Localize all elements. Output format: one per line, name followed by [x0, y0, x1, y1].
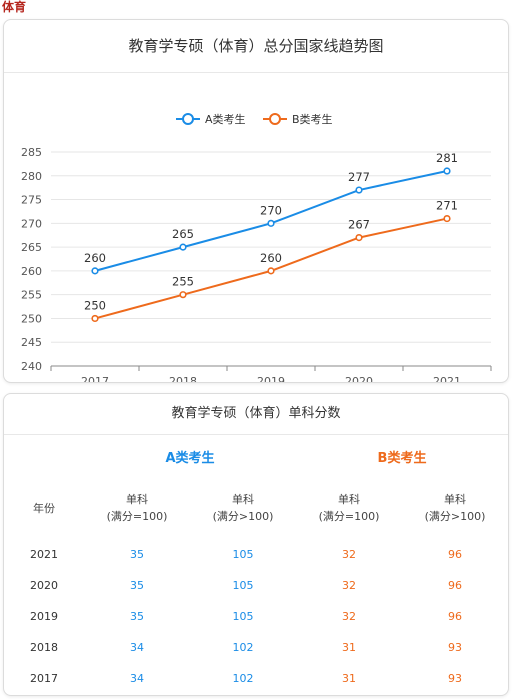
- cell-year: 2019: [30, 610, 58, 623]
- table-row: 2021 35 105 32 96: [4, 539, 508, 570]
- group-b-label: B类考生: [377, 450, 427, 466]
- data-point: [267, 219, 275, 227]
- data-label: 250: [84, 298, 106, 312]
- data-label: 281: [436, 151, 458, 165]
- y-tick-label: 270: [21, 217, 42, 230]
- page-category-tag: 体育: [2, 0, 27, 14]
- data-point: [355, 186, 363, 194]
- data-point: [443, 214, 451, 223]
- cell-year: 2018: [30, 641, 58, 654]
- column-header-row: 年份 单科 (满分=100) 单科 (满分>100) 单科 (满分=100) 单科 (满分>10…: [4, 477, 508, 539]
- cell-b-score: 96: [448, 548, 462, 561]
- group-spacer: [4, 435, 84, 477]
- group-a-label: A类考生: [165, 450, 215, 466]
- data-label: 260: [84, 251, 106, 265]
- cell-b-score: 32: [342, 548, 356, 561]
- y-tick-label: 280: [21, 170, 42, 183]
- chart-card: 教育学专硕（体育）总分国家线趋势图 240 245 250 255 260 265 270 2…: [3, 19, 509, 383]
- cell-b-score: 32: [342, 610, 356, 623]
- y-tick-label: 285: [21, 146, 42, 159]
- data-label: 260: [260, 251, 282, 265]
- cell-a-score: 105: [232, 610, 254, 623]
- cell-a-score: 105: [232, 548, 254, 561]
- cell-year: 2017: [30, 672, 58, 685]
- group-header-row: A类考生 B类考生: [4, 435, 508, 477]
- score-table: A类考生 B类考生 年份 单科 (满分=100) 单科 (满分>100) 单科 (满分=10…: [4, 435, 508, 694]
- table-row: 2018 34 102 31 93: [4, 632, 508, 663]
- data-point: [91, 267, 99, 275]
- y-tick-label: 265: [21, 241, 42, 254]
- cell-b-score: 31: [342, 641, 356, 654]
- header-single-subject: 单科 (满分=100): [106, 493, 168, 523]
- data-label: 271: [436, 199, 458, 213]
- cell-a-score: 105: [232, 579, 254, 592]
- cell-a-score: 34: [130, 672, 144, 685]
- legend-marker-b: [269, 113, 281, 125]
- cell-b-score: 96: [448, 579, 462, 592]
- table-row: 2019 35 105 32 96: [4, 601, 508, 632]
- table-row: 2017 34 102 31 93: [4, 663, 508, 694]
- y-tick-label: 255: [21, 289, 42, 302]
- legend-label-b: B类考生: [292, 112, 333, 126]
- cell-b-score: 31: [342, 672, 356, 685]
- cell-a-score: 35: [130, 548, 144, 561]
- header-year: 年份: [33, 501, 55, 515]
- x-tick-label: 2017: [81, 375, 109, 382]
- header-single-subject: 单科 (满分=100): [318, 493, 380, 523]
- table-card: 教育学专硕（体育）单科分数 A类考生 B类考生 年份 单科 (满分=100) 单科 (满…: [3, 393, 509, 696]
- y-tick-label: 240: [21, 360, 42, 373]
- cell-year: 2020: [30, 579, 58, 592]
- chart-title: 教育学专硕（体育）总分国家线趋势图: [4, 20, 508, 73]
- cell-a-score: 35: [130, 610, 144, 623]
- x-tick-label: 2018: [169, 375, 197, 382]
- y-tick-label: 245: [21, 336, 42, 349]
- data-point: [267, 267, 275, 275]
- cell-b-score: 93: [448, 672, 462, 685]
- x-tick-label: 2019: [257, 375, 285, 382]
- data-label: 265: [172, 227, 194, 241]
- data-point: [91, 314, 99, 323]
- data-label: 267: [348, 218, 370, 232]
- data-point: [179, 243, 187, 251]
- cell-year: 2021: [30, 548, 58, 561]
- data-point: [179, 291, 187, 299]
- y-tick-label: 260: [21, 265, 42, 278]
- cell-b-score: 96: [448, 610, 462, 623]
- line-chart: 240 245 250 255 260 265 270 275 280 285 2017 2018 20…: [21, 112, 492, 382]
- cell-b-score: 93: [448, 641, 462, 654]
- table-title: 教育学专硕（体育）单科分数: [4, 394, 508, 435]
- data-label: 277: [348, 170, 370, 184]
- table-row: 2020 35 105 32 96: [4, 570, 508, 601]
- header-single-subject: 单科 (满分>100): [212, 493, 274, 523]
- data-label: 255: [172, 275, 194, 289]
- cell-a-score: 34: [130, 641, 144, 654]
- x-tick-label: 2021: [433, 375, 461, 382]
- cell-a-score: 102: [232, 672, 254, 685]
- cell-a-score: 35: [130, 579, 144, 592]
- data-point: [443, 167, 451, 175]
- x-tick-label: 2020: [345, 375, 373, 382]
- legend-label-a: A类考生: [205, 112, 246, 126]
- cell-a-score: 102: [232, 641, 254, 654]
- y-tick-label: 250: [21, 312, 42, 325]
- legend-marker-a: [182, 113, 194, 125]
- y-tick-label: 275: [21, 194, 42, 207]
- data-label: 270: [260, 203, 282, 217]
- cell-b-score: 32: [342, 579, 356, 592]
- header-single-subject: 单科 (满分>100): [424, 493, 486, 523]
- data-point: [355, 234, 363, 242]
